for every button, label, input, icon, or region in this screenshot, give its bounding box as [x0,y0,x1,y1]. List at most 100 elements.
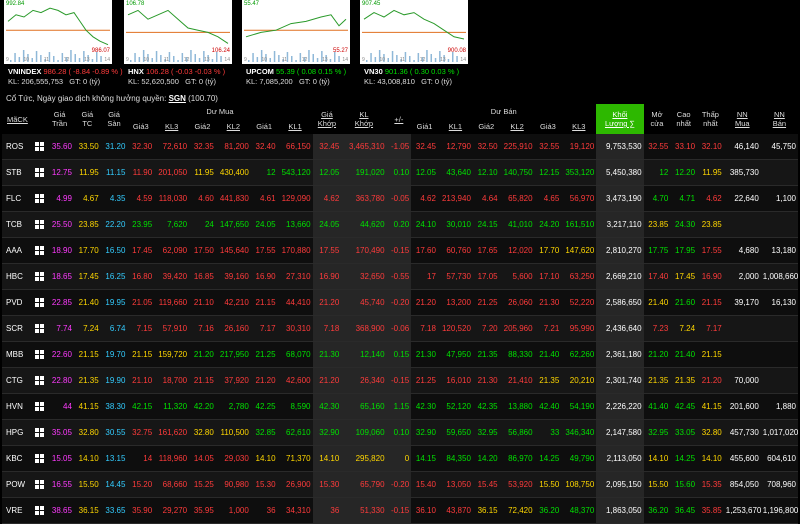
cell: 44,410 [277,289,313,316]
table-row[interactable]: PVD 22.85 21.40 19.95 21.05 119,660 21.10 42,21… [2,289,798,316]
index-chart-upcom[interactable]: 55.47 55.27 9 10 11 12 13 14 [242,0,350,64]
symbol-cell[interactable]: HPG [2,419,33,446]
grid-icon[interactable] [34,506,44,516]
index-chart-vnindex[interactable]: 992.84 986.07 9 10 11 12 13 14 [4,0,112,64]
table-row[interactable]: AAA 18.90 17.70 16.50 17.45 62,090 17.50 145,64… [2,237,798,264]
col-header[interactable]: Giá3 [540,122,556,131]
chart-high: 55.47 [244,1,260,7]
col-header[interactable]: Giá Khớp [317,110,337,128]
grid-icon[interactable] [34,246,44,256]
col-header[interactable]: KL3 [164,122,179,131]
symbol-cell[interactable]: CTG [2,367,33,394]
symbol-cell[interactable]: AAA [2,237,33,264]
col-header[interactable]: +/- [394,114,404,124]
col-header[interactable]: KL Khớp [354,110,374,128]
grid-icon[interactable] [34,376,44,386]
col-symbol[interactable]: MãCK [7,114,28,124]
note-symbol[interactable]: SGN [168,94,186,103]
grid-icon[interactable] [34,428,44,438]
dividend-note: Cổ Tức, Ngày giao dịch không hưởng quyền… [6,94,218,103]
col-header[interactable]: KL1 [288,122,302,131]
cell [760,341,798,368]
table-row[interactable]: HVN 44 41.15 38.30 42.15 11,320 42.20 2,780 42.2… [2,393,798,420]
grid-icon[interactable] [34,168,44,178]
symbol-cell[interactable]: POW [2,471,33,498]
cell: 1,017,020 [760,419,798,446]
cell: 18,700 [154,367,190,394]
col-header[interactable]: Giá Sàn [107,110,121,128]
table-row[interactable]: FLC 4.99 4.67 4.35 4.59 118,030 4.60 441,830 4.6… [2,185,798,212]
table-row[interactable]: HBC 18.65 17.45 16.25 16.80 39,420 16.85 39,160… [2,263,798,290]
cell: 21.30 [472,367,500,394]
symbol-cell[interactable]: VRE [2,497,33,524]
col-header[interactable]: Mở cửa [650,110,664,128]
symbol-cell[interactable]: MBB [2,341,33,368]
grid-icon[interactable] [34,324,44,334]
col-header[interactable]: NN Bán [772,110,787,128]
cell: 29,270 [154,497,190,524]
col-header[interactable]: KL2 [226,122,240,131]
table-row[interactable]: POW 16.55 15.50 14.45 15.20 68,660 15.25 90,980… [2,471,798,498]
symbol-cell[interactable]: ROS [2,134,33,160]
symbol-cell[interactable]: HVN [2,393,33,420]
col-header[interactable]: Thấp nhất [701,110,719,128]
grid-icon[interactable] [34,220,44,230]
table-row[interactable]: TCB 25.50 23.85 22.20 23.95 7,620 24 147,650 24.… [2,211,798,238]
table-row[interactable]: KBC 15.05 14.10 13.15 14 118,960 14.05 29,030 14… [2,445,798,472]
col-header[interactable]: KL3 [572,122,586,131]
grid-icon[interactable] [34,480,44,490]
col-header[interactable]: Giá2 [194,122,211,131]
symbol-cell[interactable]: STB [2,159,33,186]
table-row[interactable]: CTG 22.80 21.35 19.90 21.10 18,700 21.15 37,920… [2,367,798,394]
cell: 19.70 [100,341,128,368]
grid-icon[interactable] [34,272,44,282]
cell: 430,400 [215,159,251,186]
symbol-cell[interactable]: PVD [2,289,33,316]
cell: 161,620 [154,419,190,446]
symbol-cell[interactable]: KBC [2,445,33,472]
col-header[interactable]: NN Mua [734,110,750,128]
cell: 26,060 [499,289,535,316]
table-row[interactable]: SCR 7.74 7.24 6.74 7.15 57,910 7.16 26,160 7.17 3… [2,315,798,342]
cell: 38.65 [45,497,74,524]
index-summary-upcom: UPCOM 55.39 ( 0.08 0.15 % ) KL: 7,085,200… [246,67,347,86]
table-row[interactable]: HPG 35.05 32.80 30.55 32.75 161,620 32.80 110,5… [2,419,798,446]
symbol-cell[interactable]: FLC [2,185,33,212]
cell: 32.35 [189,134,216,160]
grid-icon[interactable] [34,142,44,152]
col-header[interactable]: Giá TC [81,110,94,128]
col-header[interactable]: Giá1 [256,122,273,131]
col-header[interactable]: Giá3 [132,122,149,131]
cell: 21.60 [670,289,698,316]
cell: 21.40 [73,289,101,316]
cell: 24.30 [670,211,698,238]
index-chart-hnx[interactable]: 106.78 106.24 9 10 11 12 13 14 [124,0,232,64]
col-header[interactable]: Cao nhất [676,110,691,128]
cell: 42.30 [411,393,438,420]
index-chart-vn30[interactable]: 907.45 900.08 9 10 11 12 13 14 [360,0,468,64]
symbol-cell[interactable]: SCR [2,315,33,342]
grid-icon[interactable] [34,402,44,412]
grid-icon[interactable] [34,194,44,204]
col-header[interactable]: Giá Trần [51,110,68,128]
col-header[interactable]: Giá2 [478,122,495,131]
grid-icon[interactable] [34,298,44,308]
grid-icon[interactable] [34,350,44,360]
col-header[interactable]: KL2 [510,122,524,131]
table-row[interactable]: STB 12.75 11.95 11.15 11.90 201,050 11.95 430,4… [2,159,798,186]
table-row[interactable]: ROS 35.60 33.50 31.20 32.30 72,610 32.35 81,200… [2,134,798,160]
cell: 17.45 [73,263,101,290]
symbol-cell[interactable]: TCB [2,211,33,238]
cell: 36.15 [472,497,500,524]
grid-icon[interactable] [34,454,44,464]
cell: 21.30 [411,341,438,368]
table-row[interactable]: VRE 38.65 36.15 33.65 35.90 29,270 35.95 1,000 3… [2,497,798,524]
col-header[interactable]: KL1 [448,122,463,131]
cell: 13.15 [100,445,128,472]
cell: 62,610 [277,419,313,446]
col-total-volume[interactable]: Khối Lượng ∑ [596,104,644,134]
symbol-cell[interactable]: HBC [2,263,33,290]
table-row[interactable]: MBB 22.60 21.15 19.70 21.15 159,720 21.20 217,9… [2,341,798,368]
cell: 11.95 [189,159,216,186]
col-header[interactable]: Giá1 [416,122,433,131]
